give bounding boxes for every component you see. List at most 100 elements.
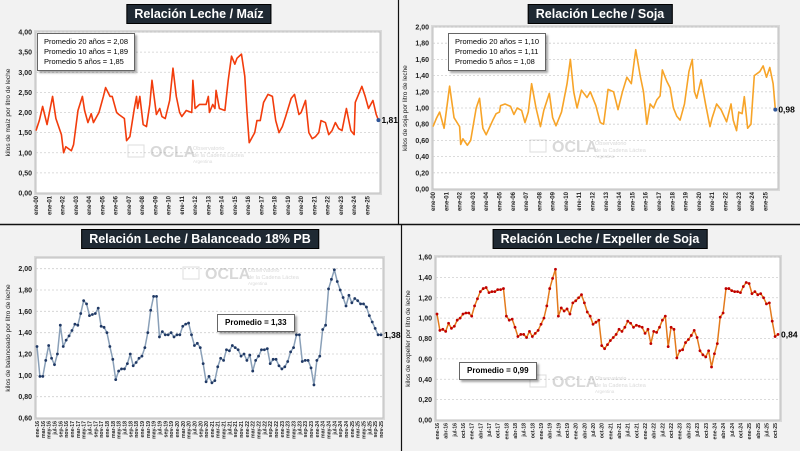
data-point (181, 324, 185, 328)
chart-title-balanceado: Relación Leche / Balanceado 18% PB (81, 229, 319, 249)
x-tick-label: jul-20 (192, 421, 198, 436)
data-point (356, 299, 360, 303)
legend-line: Promedio 20 años = 1,10 (455, 37, 540, 46)
x-tick-label: sep-18 (128, 421, 134, 438)
data-point (571, 301, 575, 305)
data-point (260, 348, 263, 352)
data-point (744, 281, 748, 284)
x-tick-label: ene-24 (352, 195, 358, 215)
y-tick-label: 1,40 (418, 275, 432, 282)
y-tick-label: 2,00 (415, 25, 429, 32)
ocla-logo-icon (127, 144, 145, 158)
ocla-logo-text: de la Cadena Láctea (248, 275, 300, 281)
x-tick-label: nov-20 (204, 421, 210, 438)
data-point (350, 301, 354, 305)
x-tick-label: nov-24 (344, 421, 350, 438)
x-tick-label: ene-14 (220, 195, 226, 215)
data-point (169, 331, 173, 335)
x-tick-label: jul-20 (591, 423, 597, 438)
ocla-logo-text: Observatorio (193, 146, 225, 152)
data-point (478, 290, 482, 294)
data-point (149, 308, 153, 312)
data-point (640, 325, 644, 329)
x-tick-label: jul-22 (262, 421, 268, 436)
x-tick-label: ene-17 (70, 421, 76, 438)
x-tick-label: ene-21 (312, 195, 318, 215)
x-tick-label: abr-20 (582, 423, 588, 439)
data-point (233, 346, 237, 349)
data-point (292, 346, 295, 349)
data-point (330, 277, 333, 281)
y-tick-label: 1,00 (418, 316, 432, 323)
series-line (432, 48, 777, 147)
x-tick-label: may-23 (292, 421, 298, 439)
data-point (335, 280, 339, 283)
data-point (767, 301, 771, 305)
data-point (321, 328, 325, 331)
x-tick-label: ene-18 (105, 421, 111, 438)
x-tick-label: mar-20 (181, 421, 187, 438)
data-point (67, 334, 71, 338)
x-tick-label: jul-25 (367, 421, 373, 436)
last-data-point (376, 118, 381, 123)
data-point (35, 345, 39, 348)
data-point (93, 312, 97, 315)
x-tick-label: ene-19 (140, 421, 146, 438)
ocla-logo-text: OCLA (150, 144, 196, 161)
data-point (338, 288, 342, 292)
data-point (718, 315, 722, 319)
x-tick-label: mar-24 (321, 421, 327, 438)
x-tick-label: ene-15 (233, 195, 239, 215)
data-point (117, 369, 121, 373)
data-point (61, 345, 65, 348)
y-tick-label: 2,00 (18, 110, 32, 117)
data-point (510, 317, 514, 321)
data-point (464, 311, 468, 315)
x-tick-label: jul-16 (52, 421, 58, 436)
data-point (556, 314, 560, 318)
data-point (603, 347, 607, 351)
data-point (341, 296, 345, 299)
x-tick-label: mar-22 (251, 421, 257, 438)
data-point (438, 328, 442, 332)
x-tick-label: mar-18 (111, 421, 117, 438)
x-tick-label: mar-19 (146, 421, 152, 438)
data-point (736, 290, 739, 294)
x-tick-label: mar-23 (286, 421, 292, 438)
data-point (739, 291, 742, 295)
x-tick-label: ene-20 (299, 195, 305, 215)
data-point (265, 347, 269, 351)
last-data-point (773, 107, 778, 112)
data-point (225, 348, 228, 352)
data-point (324, 323, 328, 327)
x-tick-label: ene-23 (678, 423, 684, 440)
y-tick-label: 1,60 (415, 57, 429, 64)
x-tick-label: ene-02 (458, 191, 464, 211)
data-point (574, 299, 578, 303)
data-point (637, 324, 641, 328)
chart-3: 0,00 0,20 0,40 0,60 0,80 1,00 1,20 1,40 1,60 kilo… (405, 255, 798, 440)
x-tick-label: ene-16 (435, 423, 441, 440)
data-point (452, 324, 456, 328)
data-point (522, 333, 526, 336)
x-tick-label: jul-19 (157, 421, 163, 436)
chart-title-expeller: Relación Leche / Expeller de Soja (492, 229, 708, 249)
data-point (756, 293, 760, 297)
data-point (123, 367, 126, 371)
data-point (678, 349, 682, 353)
x-tick-label: jul-21 (227, 421, 233, 436)
x-tick-label: may-20 (187, 421, 193, 439)
x-tick-label: ene-19 (286, 195, 292, 215)
data-point (704, 355, 708, 359)
data-point (513, 325, 517, 329)
data-point (539, 322, 543, 326)
data-point (591, 322, 595, 326)
y-tick-label: 0,00 (418, 418, 432, 425)
ocla-logo-text: Argentina (193, 159, 213, 164)
x-tick-label: sep-25 (373, 421, 379, 438)
data-point (300, 360, 304, 363)
data-point (545, 304, 549, 308)
x-tick-label: ene-18 (504, 423, 510, 440)
data-point (519, 333, 523, 336)
